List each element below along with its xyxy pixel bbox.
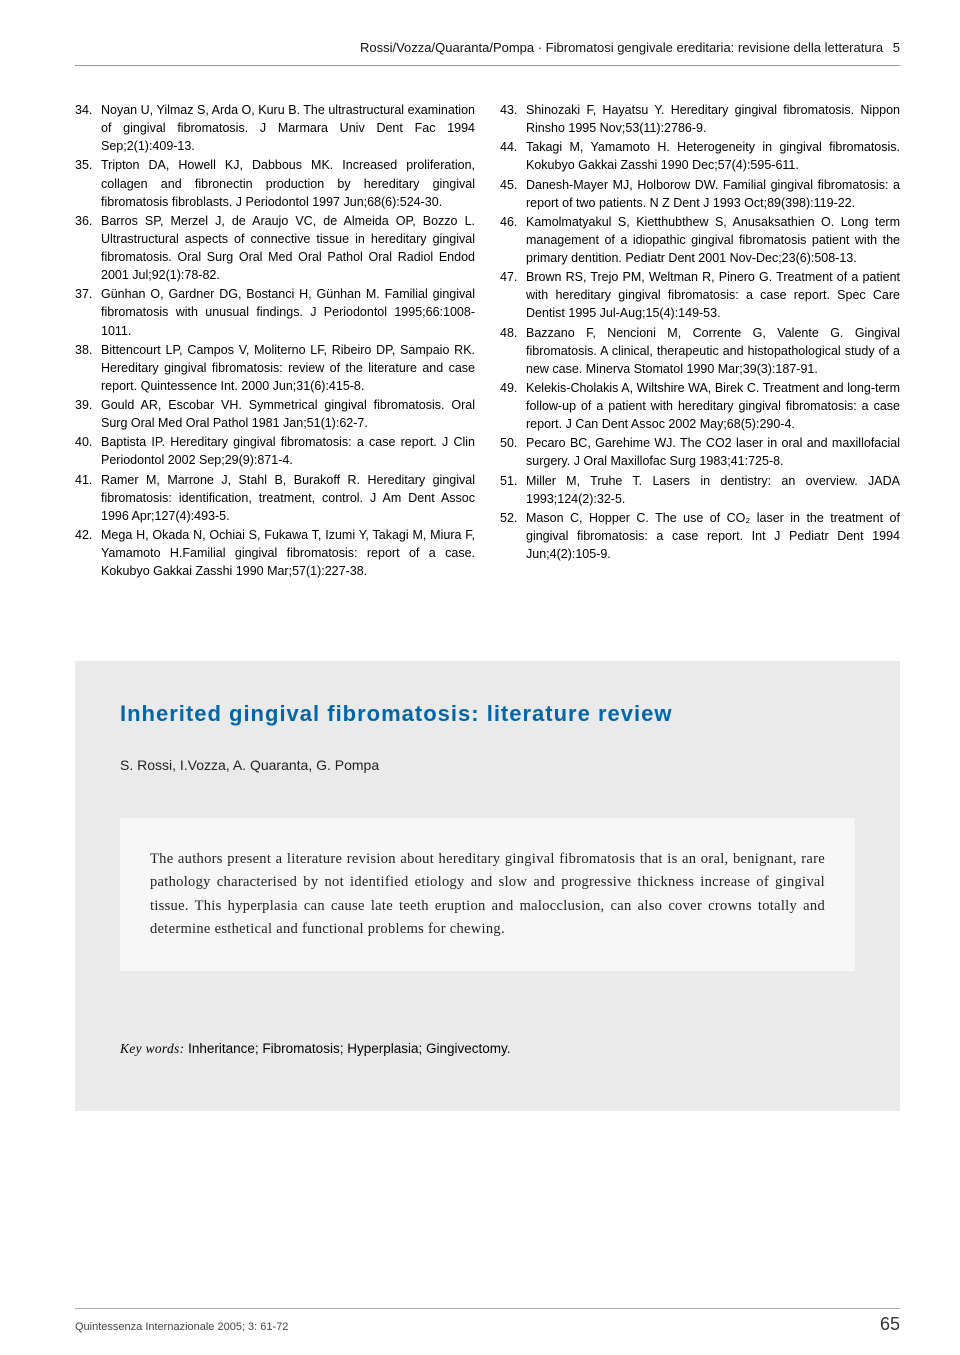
reference-text: Mason C, Hopper C. The use of CO₂ laser … (526, 509, 900, 563)
reference-text: Shinozaki F, Hayatsu Y. Hereditary gingi… (526, 101, 900, 137)
reference-text: Noyan U, Yilmaz S, Arda O, Kuru B. The u… (101, 101, 475, 155)
reference-number: 34. (75, 101, 101, 155)
reference-number: 42. (75, 526, 101, 580)
review-authors: S. Rossi, I.Vozza, A. Quaranta, G. Pompa (120, 757, 855, 773)
reference-item: 44.Takagi M, Yamamoto H. Heterogeneity i… (500, 138, 900, 174)
reference-text: Pecaro BC, Garehime WJ. The CO2 laser in… (526, 434, 900, 470)
reference-text: Danesh-Mayer MJ, Holborow DW. Familial g… (526, 176, 900, 212)
reference-item: 39.Gould AR, Escobar VH. Symmetrical gin… (75, 396, 475, 432)
page-footer: Quintessenza Internazionale 2005; 3: 61-… (75, 1308, 900, 1335)
reference-item: 48.Bazzano F, Nencioni M, Corrente G, Va… (500, 324, 900, 378)
reference-number: 47. (500, 268, 526, 322)
references-right-column: 43.Shinozaki F, Hayatsu Y. Hereditary gi… (500, 101, 900, 581)
reference-text: Ramer M, Marrone J, Stahl B, Burakoff R.… (101, 471, 475, 525)
reference-text: Takagi M, Yamamoto H. Heterogeneity in g… (526, 138, 900, 174)
reference-number: 37. (75, 285, 101, 339)
reference-text: Günhan O, Gardner DG, Bostanci H, Günhan… (101, 285, 475, 339)
reference-text: Mega H, Okada N, Ochiai S, Fukawa T, Izu… (101, 526, 475, 580)
reference-item: 43.Shinozaki F, Hayatsu Y. Hereditary gi… (500, 101, 900, 137)
keywords-label: Key words: (120, 1041, 184, 1056)
reference-item: 52.Mason C, Hopper C. The use of CO₂ las… (500, 509, 900, 563)
reference-item: 49.Kelekis-Cholakis A, Wiltshire WA, Bir… (500, 379, 900, 433)
reference-number: 36. (75, 212, 101, 285)
reference-number: 39. (75, 396, 101, 432)
reference-number: 45. (500, 176, 526, 212)
reference-text: Gould AR, Escobar VH. Symmetrical gingiv… (101, 396, 475, 432)
reference-item: 51.Miller M, Truhe T. Lasers in dentistr… (500, 472, 900, 508)
reference-number: 48. (500, 324, 526, 378)
reference-item: 37.Günhan O, Gardner DG, Bostanci H, Gün… (75, 285, 475, 339)
reference-number: 52. (500, 509, 526, 563)
reference-item: 41.Ramer M, Marrone J, Stahl B, Burakoff… (75, 471, 475, 525)
reference-number: 50. (500, 434, 526, 470)
reference-number: 44. (500, 138, 526, 174)
reference-item: 35.Tripton DA, Howell KJ, Dabbous MK. In… (75, 156, 475, 210)
reference-text: Bazzano F, Nencioni M, Corrente G, Valen… (526, 324, 900, 378)
footer-page-number: 65 (880, 1314, 900, 1335)
reference-number: 46. (500, 213, 526, 267)
reference-text: Baptista IP. Hereditary gingival fibroma… (101, 433, 475, 469)
review-section: Inherited gingival fibromatosis: literat… (75, 661, 900, 1111)
reference-item: 50.Pecaro BC, Garehime WJ. The CO2 laser… (500, 434, 900, 470)
reference-text: Tripton DA, Howell KJ, Dabbous MK. Incre… (101, 156, 475, 210)
reference-item: 47.Brown RS, Trejo PM, Weltman R, Pinero… (500, 268, 900, 322)
reference-text: Brown RS, Trejo PM, Weltman R, Pinero G.… (526, 268, 900, 322)
reference-number: 38. (75, 341, 101, 395)
header-text: Rossi/Vozza/Quaranta/Pompa · Fibromatosi… (360, 40, 883, 55)
reference-item: 45.Danesh-Mayer MJ, Holborow DW. Familia… (500, 176, 900, 212)
reference-text: Miller M, Truhe T. Lasers in dentistry: … (526, 472, 900, 508)
running-header: Rossi/Vozza/Quaranta/Pompa · Fibromatosi… (75, 40, 900, 66)
reference-text: Kelekis-Cholakis A, Wiltshire WA, Birek … (526, 379, 900, 433)
reference-number: 41. (75, 471, 101, 525)
reference-item: 40.Baptista IP. Hereditary gingival fibr… (75, 433, 475, 469)
reference-text: Bittencourt LP, Campos V, Moliterno LF, … (101, 341, 475, 395)
reference-number: 51. (500, 472, 526, 508)
reference-item: 38.Bittencourt LP, Campos V, Moliterno L… (75, 341, 475, 395)
reference-item: 46.Kamolmatyakul S, Kietthubthew S, Anus… (500, 213, 900, 267)
reference-item: 42.Mega H, Okada N, Ochiai S, Fukawa T, … (75, 526, 475, 580)
reference-item: 36.Barros SP, Merzel J, de Araujo VC, de… (75, 212, 475, 285)
keywords-line: Key words: Inheritance; Fibromatosis; Hy… (120, 1041, 855, 1057)
reference-number: 49. (500, 379, 526, 433)
keywords-text: Inheritance; Fibromatosis; Hyperplasia; … (184, 1041, 510, 1056)
reference-number: 43. (500, 101, 526, 137)
references-columns: 34.Noyan U, Yilmaz S, Arda O, Kuru B. Th… (75, 101, 900, 581)
header-page-number: 5 (893, 40, 900, 55)
references-left-column: 34.Noyan U, Yilmaz S, Arda O, Kuru B. Th… (75, 101, 475, 581)
footer-citation: Quintessenza Internazionale 2005; 3: 61-… (75, 1321, 288, 1333)
abstract-text: The authors present a literature revisio… (120, 818, 855, 971)
reference-text: Kamolmatyakul S, Kietthubthew S, Anusaks… (526, 213, 900, 267)
reference-item: 34.Noyan U, Yilmaz S, Arda O, Kuru B. Th… (75, 101, 475, 155)
reference-text: Barros SP, Merzel J, de Araujo VC, de Al… (101, 212, 475, 285)
reference-number: 35. (75, 156, 101, 210)
review-title: Inherited gingival fibromatosis: literat… (120, 701, 855, 727)
reference-number: 40. (75, 433, 101, 469)
